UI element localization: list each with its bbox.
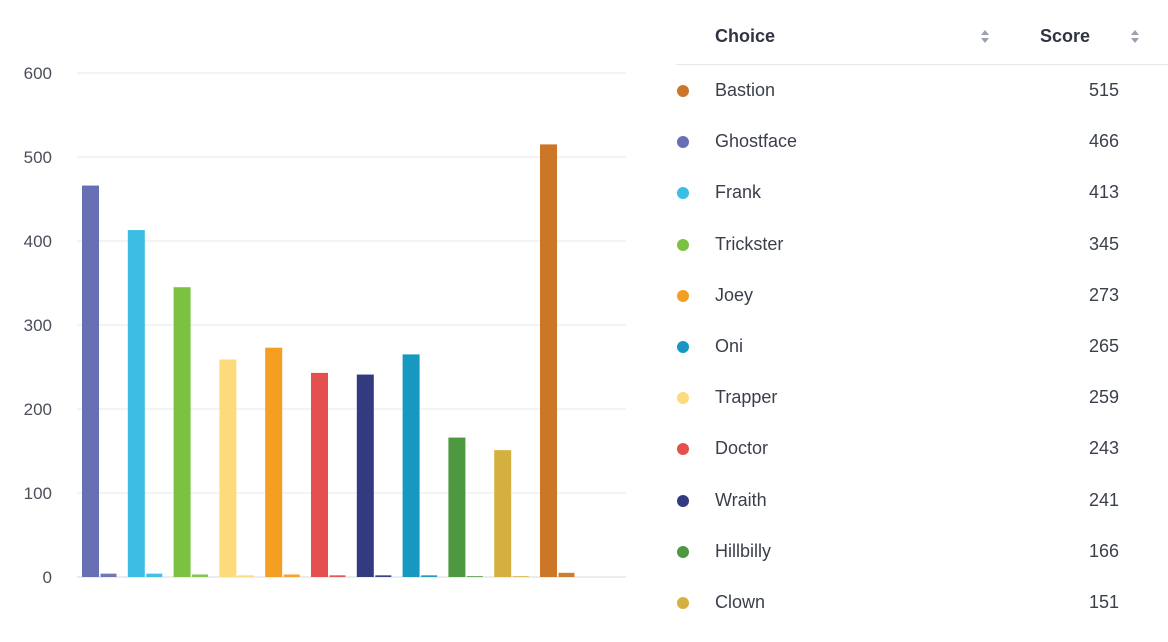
legend-dot-icon [677, 85, 689, 97]
choice-score: 241 [1088, 489, 1119, 510]
bar-hillbilly-secondary[interactable] [466, 576, 483, 577]
choice-name: Bastion [715, 80, 776, 100]
bar-doctor[interactable] [311, 372, 328, 577]
legend-dot-icon [677, 596, 689, 609]
table-row: Trickster 345 [676, 219, 1168, 270]
legend-dot-icon [677, 340, 689, 353]
bar-chart: 0 100 200 300 400 500 600 [24, 64, 626, 587]
y-tick-label: 400 [24, 232, 52, 251]
y-tick-label: 300 [24, 316, 52, 335]
legend-dot-icon [677, 187, 689, 200]
bar-frank[interactable] [127, 230, 145, 577]
bar-clown-secondary[interactable] [512, 576, 529, 577]
table-row: Doctor 243 [676, 423, 1168, 474]
bar-wraith[interactable] [356, 374, 374, 577]
y-tick-label: 0 [43, 568, 52, 587]
choice-name: Trapper [715, 387, 778, 408]
table-row: Joey 273 [676, 270, 1168, 321]
bar-ghostface-secondary[interactable] [100, 573, 117, 577]
choice-score: 243 [1088, 438, 1119, 459]
choice-score: 151 [1088, 591, 1119, 612]
bar-wraith-secondary[interactable] [375, 575, 392, 577]
grid-lines [77, 72, 626, 578]
bar-joey-secondary[interactable] [283, 574, 300, 577]
bar-frank-secondary[interactable] [146, 573, 163, 577]
choice-name: Wraith [715, 489, 767, 510]
choice-name: Doctor [715, 438, 769, 459]
bar-bastion-secondary[interactable] [558, 572, 575, 577]
choice-name: Frank [715, 182, 762, 203]
table-row: Frank 413 [676, 167, 1168, 218]
bar-trickster-secondary[interactable] [192, 574, 209, 577]
legend-dot-icon [677, 136, 689, 149]
choice-score: 273 [1088, 284, 1119, 305]
table-header: Choice Score [676, 10, 1168, 65]
choice-score: 259 [1088, 387, 1119, 408]
bar-trickster[interactable] [173, 287, 191, 577]
table-row: Trapper 259 [676, 372, 1168, 423]
legend-dot-icon [677, 289, 689, 302]
y-tick-label: 600 [24, 64, 52, 83]
y-tick-label: 200 [24, 400, 52, 419]
bar-doctor-secondary[interactable] [329, 575, 346, 577]
choice-name: Clown [715, 591, 766, 612]
legend-dot-icon [677, 443, 689, 456]
bar-hillbilly[interactable] [448, 437, 466, 577]
bar-bastion[interactable] [540, 144, 557, 577]
legend-dot-icon [677, 392, 689, 405]
table-row: Ghostface 466 [676, 116, 1168, 167]
choice-score: 166 [1088, 540, 1119, 561]
legend-dot-icon [677, 545, 689, 558]
table-row: Hillbilly 166 [676, 526, 1168, 577]
table-row: Oni 265 [676, 321, 1168, 372]
table-body: Bastion 515 Ghostface 466 Frank 413 Trickst… [676, 65, 1168, 628]
choice-score: 466 [1088, 131, 1119, 152]
bar-clown[interactable] [494, 450, 512, 577]
table-row: Clown 151 [676, 577, 1168, 628]
choice-name: Hillbilly [715, 540, 772, 561]
y-tick-label: 100 [24, 484, 52, 503]
choice-name: Joey [715, 284, 754, 305]
table-row: Bastion 515 [676, 65, 1168, 116]
choice-name: Oni [715, 335, 744, 356]
score-column-header[interactable]: Score [1040, 26, 1091, 46]
scores-table: Choice Score Bastion 515 Ghostface 466 Fra… [676, 10, 1168, 628]
bar-trapper[interactable] [219, 359, 237, 577]
legend-dot-icon [677, 494, 689, 507]
legend-dot-icon [677, 238, 689, 251]
choice-score: 515 [1088, 80, 1119, 100]
choice-score: 265 [1088, 335, 1119, 356]
bar-oni-secondary[interactable] [421, 575, 438, 577]
bar-ghostface[interactable] [82, 185, 99, 577]
table-row: Wraith 241 [676, 475, 1168, 526]
bar-joey[interactable] [265, 347, 283, 577]
choice-name: Ghostface [715, 131, 798, 152]
choice-column-header[interactable]: Choice [715, 26, 776, 46]
y-tick-label: 500 [24, 148, 52, 167]
choice-sort-icon[interactable] [981, 30, 989, 46]
bar-oni[interactable] [402, 354, 420, 577]
y-axis-ticks: 0 100 200 300 400 500 600 [24, 64, 52, 587]
bars [82, 144, 575, 577]
choice-score: 413 [1088, 182, 1119, 203]
score-sort-icon[interactable] [1131, 30, 1139, 46]
bar-trapper-secondary[interactable] [237, 575, 254, 577]
choice-name: Trickster [715, 233, 784, 254]
choice-score: 345 [1088, 233, 1119, 254]
